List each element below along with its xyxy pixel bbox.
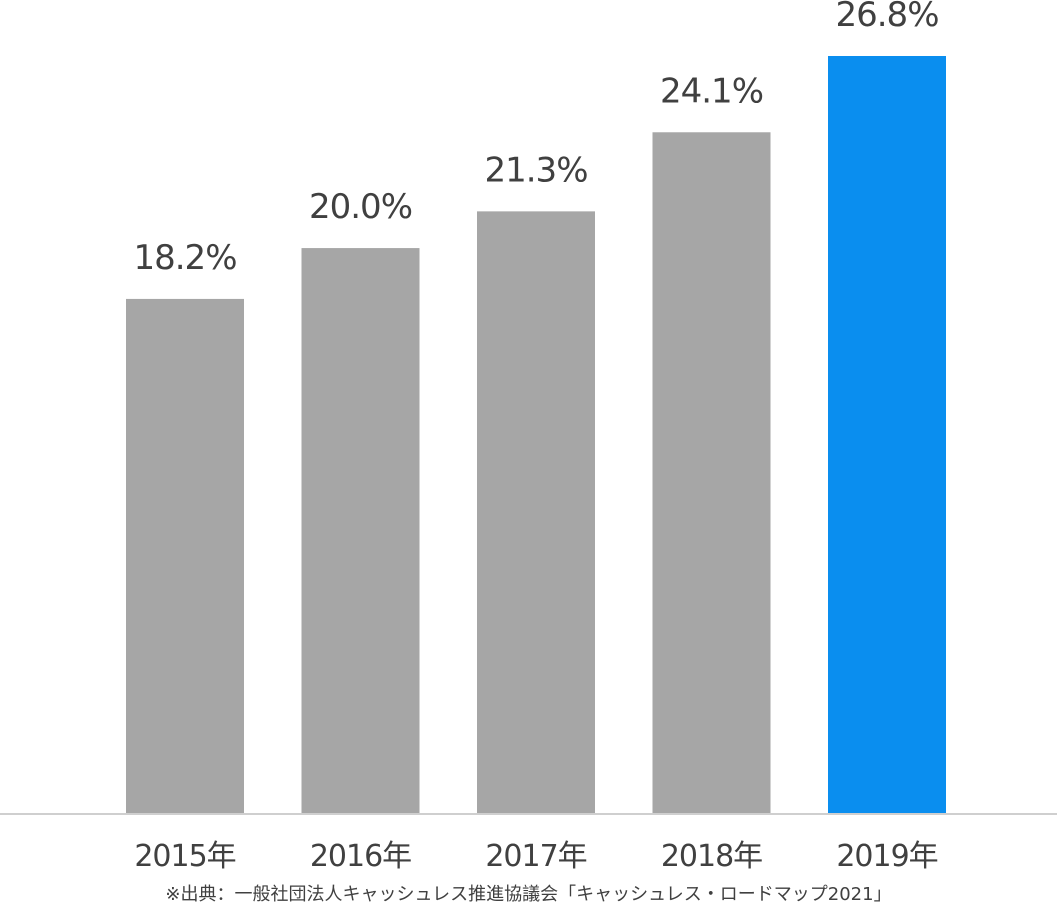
category-label-0: 2015年 [134,839,235,874]
value-label-0: 18.2% [133,238,236,278]
bar-3 [652,132,771,814]
category-labels-group: 2015年 2016年 2017年 2018年 2019年 [134,839,938,874]
value-label-2: 21.3% [484,150,587,190]
bar-1 [301,248,420,813]
bar-4 [828,56,946,813]
category-label-4: 2019年 [836,839,937,874]
bar-0 [126,298,244,813]
bar-2 [477,211,595,813]
value-label-4: 26.8% [835,0,938,35]
bars-group [126,56,946,814]
value-label-1: 20.0% [309,187,412,227]
category-label-2: 2017年 [485,839,586,874]
value-labels-group: 18.2% 20.0% 21.3% 24.1% 26.8% [133,0,939,278]
source-note: ※出典：一般社団法人キャッシュレス推進協議会「キャッシュレス・ロードマップ202… [165,884,892,905]
category-label-3: 2018年 [661,839,762,874]
category-label-1: 2016年 [310,839,411,874]
value-label-3: 24.1% [660,71,763,111]
